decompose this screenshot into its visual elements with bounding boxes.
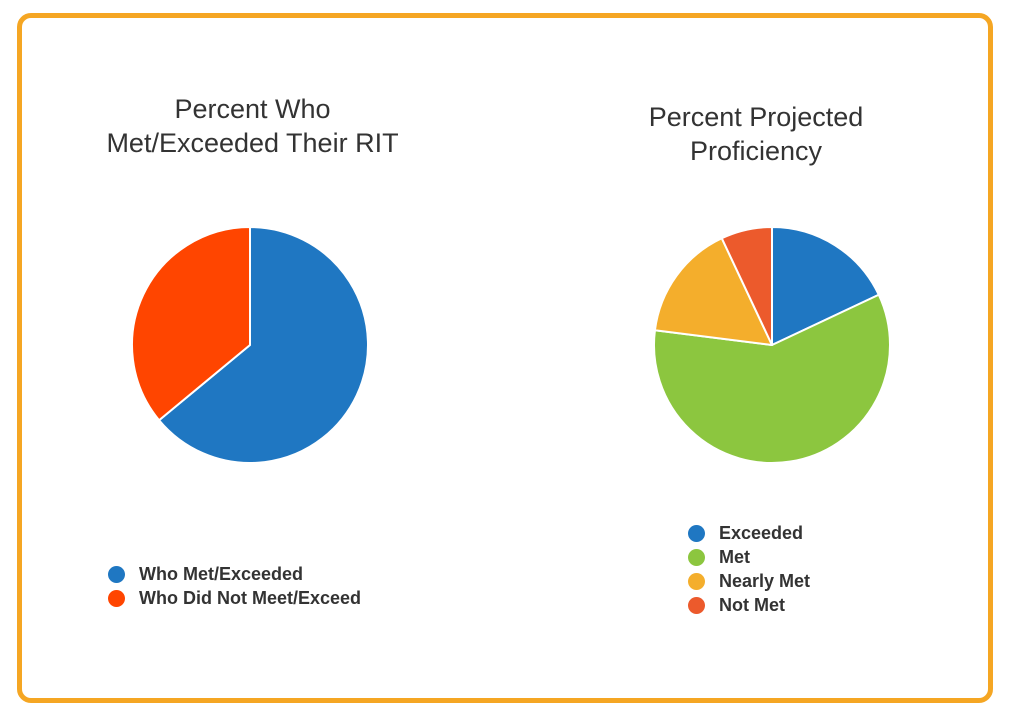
pie-slice-exceeded bbox=[771, 226, 880, 346]
legend-label: Who Did Not Meet/Exceed bbox=[139, 587, 362, 608]
legend-label: Exceeded bbox=[719, 522, 804, 543]
legend-item-nearly-met: Nearly Met bbox=[688, 569, 810, 593]
legend-item-who-did-not-meet-exceed: Who Did Not Meet/Exceed bbox=[108, 586, 361, 610]
legend-swatch bbox=[108, 589, 125, 607]
legend-projected-proficiency: Exceeded Met Nearly Met Not Met bbox=[688, 521, 810, 617]
legend-label: Not Met bbox=[719, 594, 785, 615]
legend-swatch bbox=[688, 548, 705, 566]
legend-label: Nearly Met bbox=[719, 570, 811, 591]
legend-swatch bbox=[688, 572, 705, 590]
legend-item-who-met-exceeded: Who Met/Exceeded bbox=[108, 562, 361, 586]
legend-label: Met bbox=[719, 546, 750, 567]
chart-title-projected-proficiency: Percent Projected Proficiency bbox=[648, 102, 864, 166]
legend-label: Who Met/Exceeded bbox=[139, 563, 304, 584]
pie-slice-nearly-met bbox=[653, 237, 773, 346]
legend-item-exceeded: Exceeded bbox=[688, 521, 810, 545]
pie-chart-met-exceeded bbox=[131, 226, 369, 464]
legend-item-not-met: Not Met bbox=[688, 593, 810, 617]
legend-met-exceeded: Who Met/Exceeded Who Did Not Meet/Exceed bbox=[108, 562, 361, 610]
pie-chart-projected-proficiency bbox=[653, 226, 891, 464]
legend-swatch bbox=[688, 524, 705, 542]
pie-slice-who-did-not-meet-exceed bbox=[131, 226, 251, 422]
legend-item-met: Met bbox=[688, 545, 810, 569]
pie-slice-met bbox=[653, 293, 891, 464]
legend-swatch bbox=[688, 596, 705, 614]
pie-slice-who-met-exceeded bbox=[158, 226, 369, 464]
pie-slice-not-met bbox=[720, 226, 773, 346]
chart-title-met-exceeded: Percent Who Met/Exceeded Their RIT bbox=[106, 94, 399, 158]
legend-swatch bbox=[108, 565, 125, 583]
